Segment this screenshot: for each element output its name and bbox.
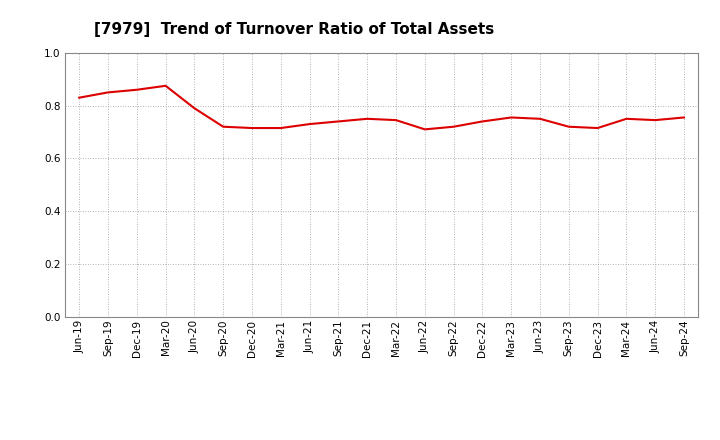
Text: [7979]  Trend of Turnover Ratio of Total Assets: [7979] Trend of Turnover Ratio of Total … bbox=[94, 22, 494, 37]
